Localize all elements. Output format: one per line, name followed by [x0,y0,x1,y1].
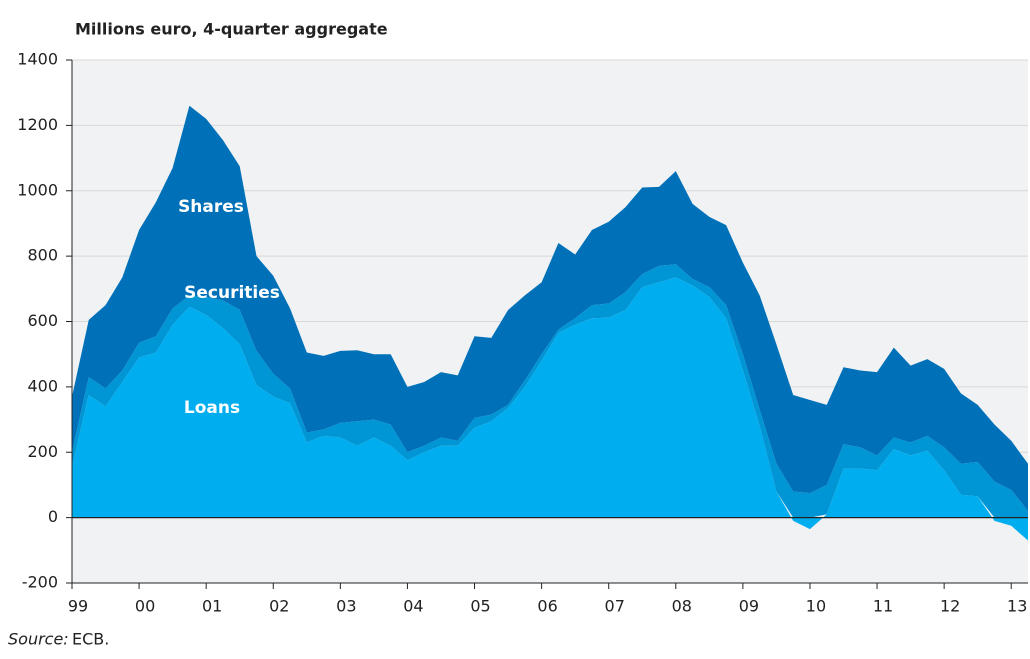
x-tick-label: 99 [68,597,88,616]
x-tick-label: 11 [873,597,893,616]
x-tick-label: 01 [202,597,222,616]
x-tick-label: 02 [269,597,289,616]
y-tick-label: 1000 [17,180,58,199]
chart-title: Millions euro, 4-quarter aggregate [75,20,388,39]
series-label: Loans [184,398,240,418]
x-tick-label: 04 [403,597,423,616]
x-tick-label: 09 [739,597,759,616]
source-label: Source: [8,630,69,649]
x-tick-label: 03 [336,597,356,616]
y-tick-label: 400 [27,376,58,395]
source: ECB. [72,630,109,649]
x-tick-label: 06 [537,597,557,616]
y-tick-label: 600 [27,311,58,330]
y-tick-label: 0 [48,507,58,526]
x-tick-label: 10 [806,597,826,616]
x-tick-label: 07 [605,597,625,616]
y-tick-label: 200 [27,442,58,461]
x-tick-label: 05 [470,597,490,616]
x-tick-label: 00 [135,597,155,616]
area [72,105,1028,512]
x-tick-label: 08 [672,597,692,616]
area [72,277,1028,541]
y-tick-label: 800 [27,246,58,265]
x-tick-label: 12 [940,597,960,616]
y-tick-label: 1400 [17,50,58,69]
series-label: Shares [178,197,244,217]
y-tick-label: -200 [22,573,58,592]
series-label: Securities [184,283,280,303]
x-tick-label: 13 [1007,597,1027,616]
y-tick-label: 1200 [17,115,58,134]
